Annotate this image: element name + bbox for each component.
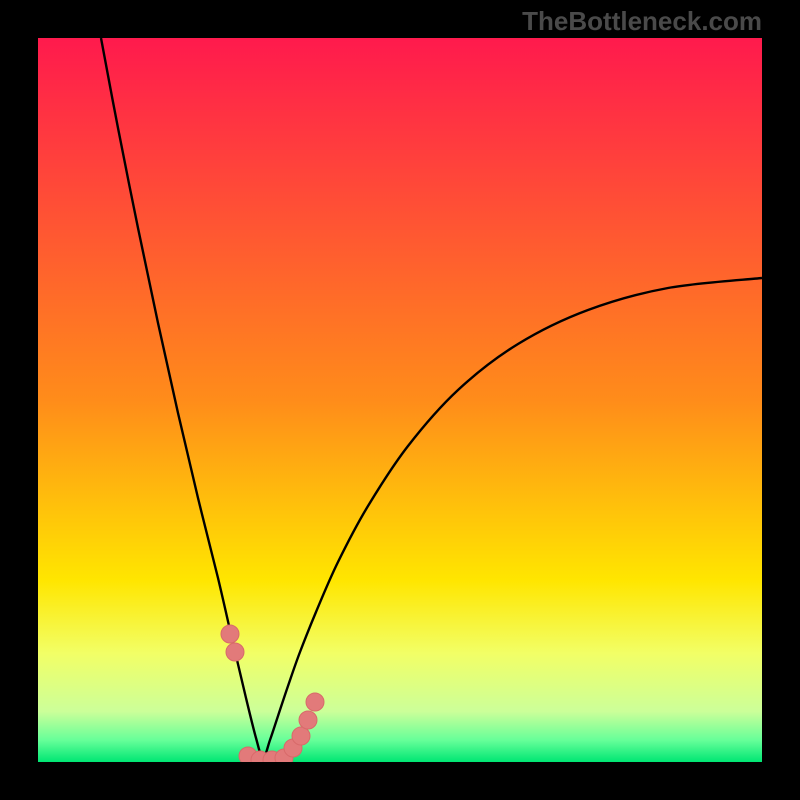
watermark-text: TheBottleneck.com (522, 6, 762, 37)
curve-layer (0, 0, 800, 800)
chart-container: TheBottleneck.com (0, 0, 800, 800)
data-marker (226, 643, 244, 661)
data-marker (292, 727, 310, 745)
data-marker (221, 625, 239, 643)
bottleneck-curve (101, 38, 762, 758)
data-marker (306, 693, 324, 711)
data-marker (299, 711, 317, 729)
